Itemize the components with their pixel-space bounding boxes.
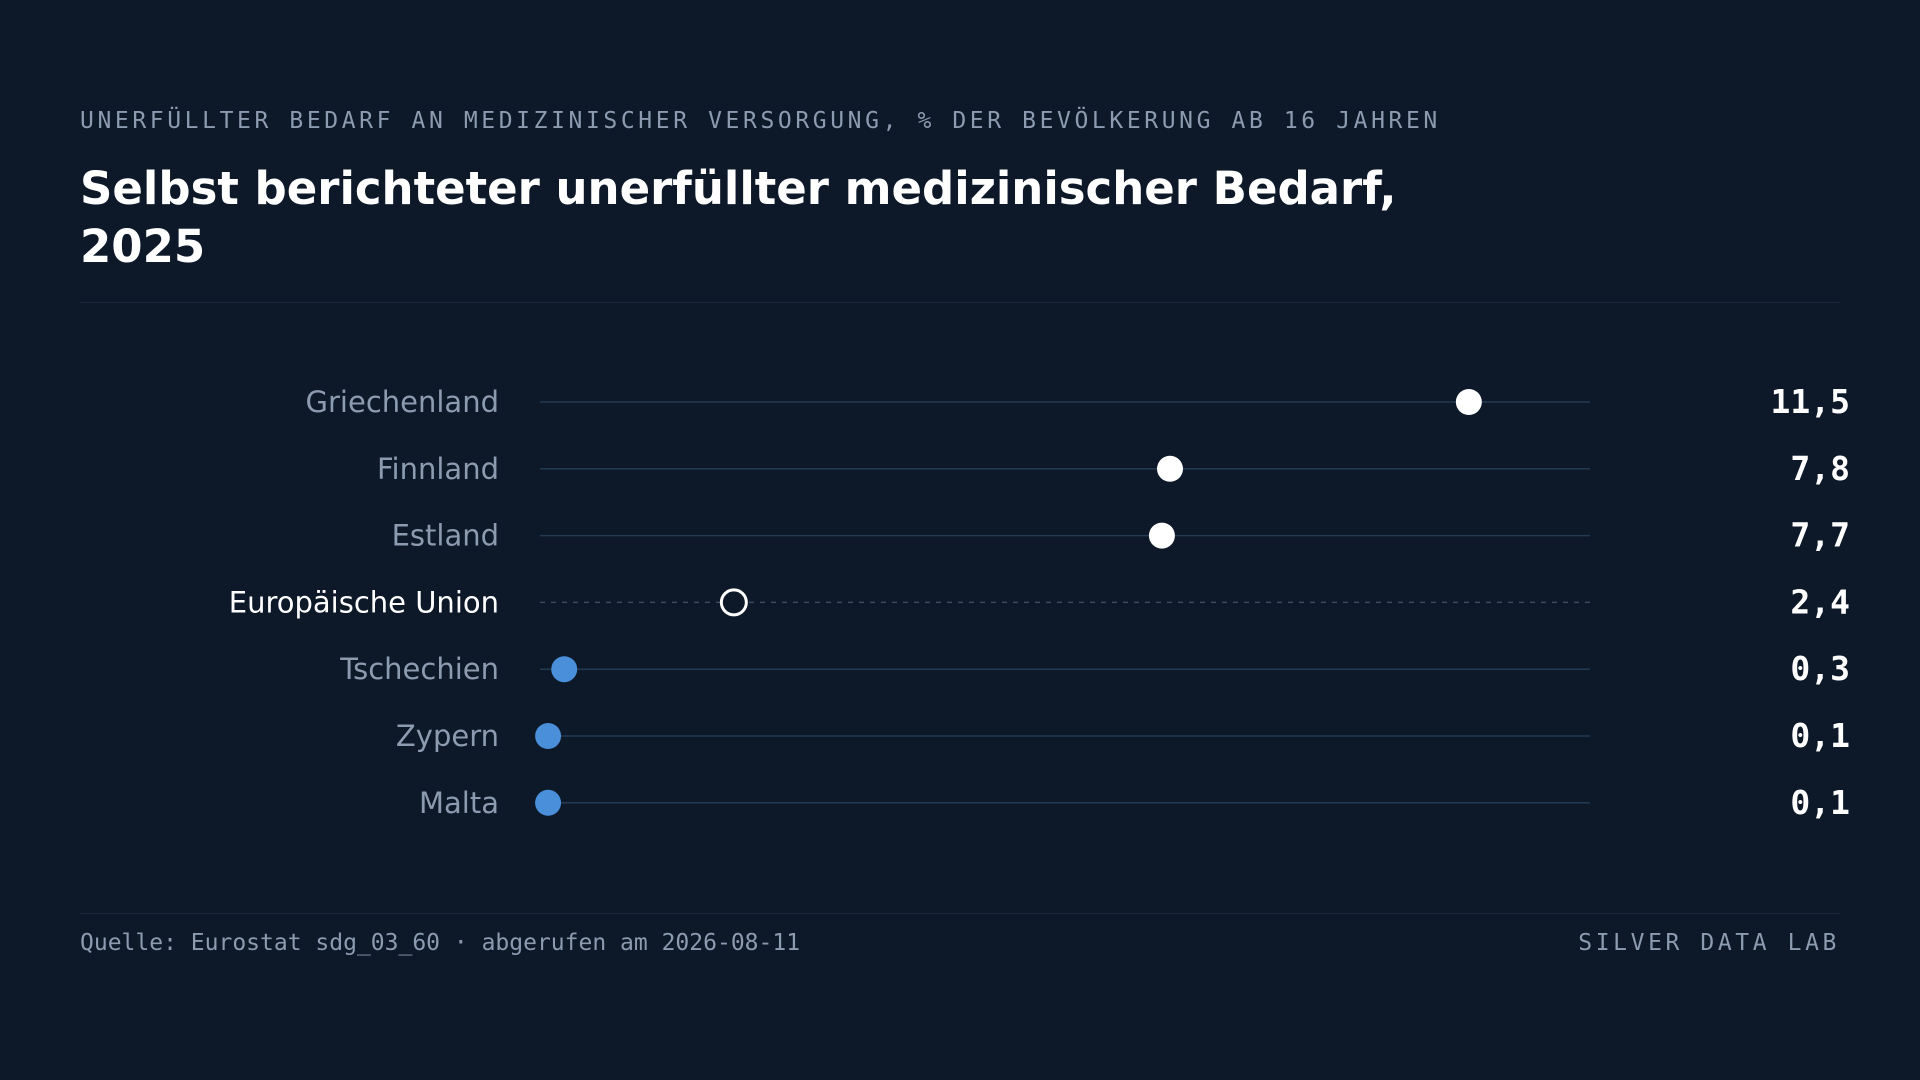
value-label: 0,3 — [1790, 649, 1850, 688]
chart-title: Selbst berichteter unerfüllter medizinis… — [80, 162, 1397, 273]
category-label: Estland — [392, 519, 499, 553]
category-label: Europäische Union — [229, 585, 499, 619]
value-label: 0,1 — [1790, 783, 1850, 822]
data-dot — [535, 723, 562, 749]
value-label: 2,4 — [1790, 582, 1850, 621]
data-dot — [1157, 455, 1183, 482]
data-dot — [1455, 389, 1482, 415]
category-label: Malta — [419, 786, 499, 820]
data-dot — [551, 656, 578, 683]
header-divider — [80, 302, 1840, 303]
category-label: Tschechien — [339, 652, 499, 686]
data-dot — [535, 789, 562, 816]
category-label: Griechenland — [306, 385, 499, 419]
chart-subtitle: UNERFÜLLTER BEDARF AN MEDIZINISCHER VERS… — [80, 108, 1441, 134]
category-label: Zypern — [396, 719, 499, 753]
category-label: Finnland — [377, 452, 499, 486]
brand-label: SILVER DATA LAB — [1578, 930, 1840, 956]
value-label: 7,7 — [1790, 516, 1850, 555]
data-dot — [1148, 522, 1175, 549]
value-label: 7,8 — [1790, 449, 1850, 488]
footer-divider — [80, 913, 1840, 914]
source-note: Quelle: Eurostat sdg_03_60 · abgerufen a… — [80, 930, 801, 956]
reference-dot — [719, 588, 748, 617]
value-label: 11,5 — [1771, 382, 1850, 421]
value-label: 0,1 — [1790, 716, 1850, 755]
